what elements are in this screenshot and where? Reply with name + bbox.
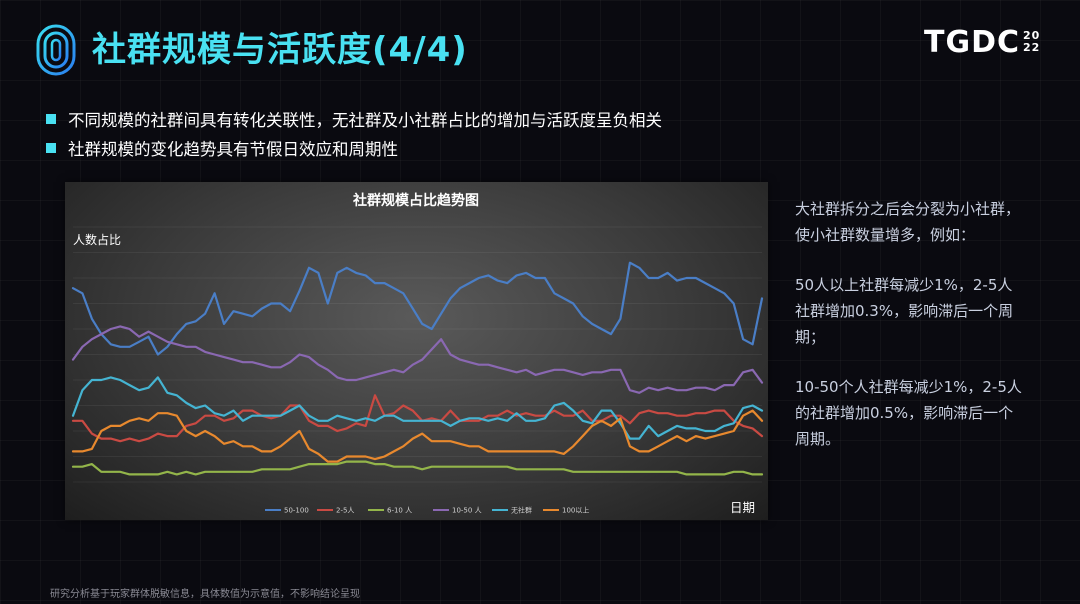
footnote: 研究分析基于玩家群体脱敏信息，具体数值为示意值，不影响结论呈现	[50, 589, 360, 600]
legend-label: 6-10 人	[387, 507, 412, 515]
legend-label: 50-100	[284, 507, 309, 515]
bullet-square-icon	[46, 142, 56, 153]
chart-lines	[71, 261, 764, 476]
bullet-text: 社群规模的变化趋势具有节假日效应和周期性	[68, 139, 398, 159]
bullet-item: 不同规模的社群间具有转化关联性，无社群及小社群占比的增加与活跃度呈负相关	[46, 104, 662, 133]
legend-label: 2-5人	[336, 507, 354, 515]
bullet-text: 不同规模的社群间具有转化关联性，无社群及小社群占比的增加与活跃度呈负相关	[68, 110, 662, 130]
brand-logo: TGDC 20 22	[924, 26, 1040, 60]
brand-year: 20 22	[1023, 30, 1040, 54]
chart-panel: 社群规模占比趋势图 人数占比 日期 50-100 2-5人 6-10 人 10-50 …	[65, 182, 768, 520]
x-axis-label: 日期	[730, 500, 755, 515]
side-note: 大社群拆分之后会分裂为小社群，使小社群数量增多，例如：	[795, 200, 1021, 244]
legend-label: 10-50 人	[452, 507, 482, 515]
series-line-4	[71, 376, 764, 440]
trend-chart: 社群规模占比趋势图 人数占比 日期 50-100 2-5人 6-10 人 10-50 …	[71, 192, 764, 515]
series-line-0	[71, 261, 764, 356]
side-note: 50人以上社群每减少1%，2-5人社群增加0.3%，影响滞后一个周期；	[795, 276, 1014, 346]
bullet-square-icon	[46, 113, 56, 124]
brand-year-top: 20	[1023, 29, 1041, 42]
page-title: 社群规模与活跃度(4/4)	[92, 30, 468, 70]
chart-legend: 50-100 2-5人 6-10 人 10-50 人 无社群 100以上	[265, 506, 589, 515]
legend-label: 100以上	[562, 506, 589, 515]
series-line-2	[71, 460, 764, 476]
series-line-5	[71, 409, 764, 463]
brand-text: TGDC	[924, 25, 1021, 60]
bullet-item: 社群规模的变化趋势具有节假日效应和周期性	[46, 133, 662, 162]
side-notes: 大社群拆分之后会分裂为小社群，使小社群数量增多，例如： 50人以上社群每减少1%…	[795, 196, 1025, 452]
legend-label: 无社群	[511, 506, 532, 515]
chart-grid	[73, 226, 762, 483]
series-line-1	[71, 394, 764, 443]
brand-year-bottom: 22	[1023, 41, 1041, 54]
chart-title: 社群规模占比趋势图	[352, 192, 479, 209]
side-note: 10-50个人社群每减少1%，2-5人的社群增加0.5%，影响滞后一个周期。	[795, 378, 1022, 448]
series-line-3	[71, 325, 764, 394]
bullet-list: 不同规模的社群间具有转化关联性，无社群及小社群占比的增加与活跃度呈负相关 社群规…	[46, 104, 662, 162]
y-axis-label: 人数占比	[73, 232, 121, 247]
logo-icon	[36, 24, 76, 76]
